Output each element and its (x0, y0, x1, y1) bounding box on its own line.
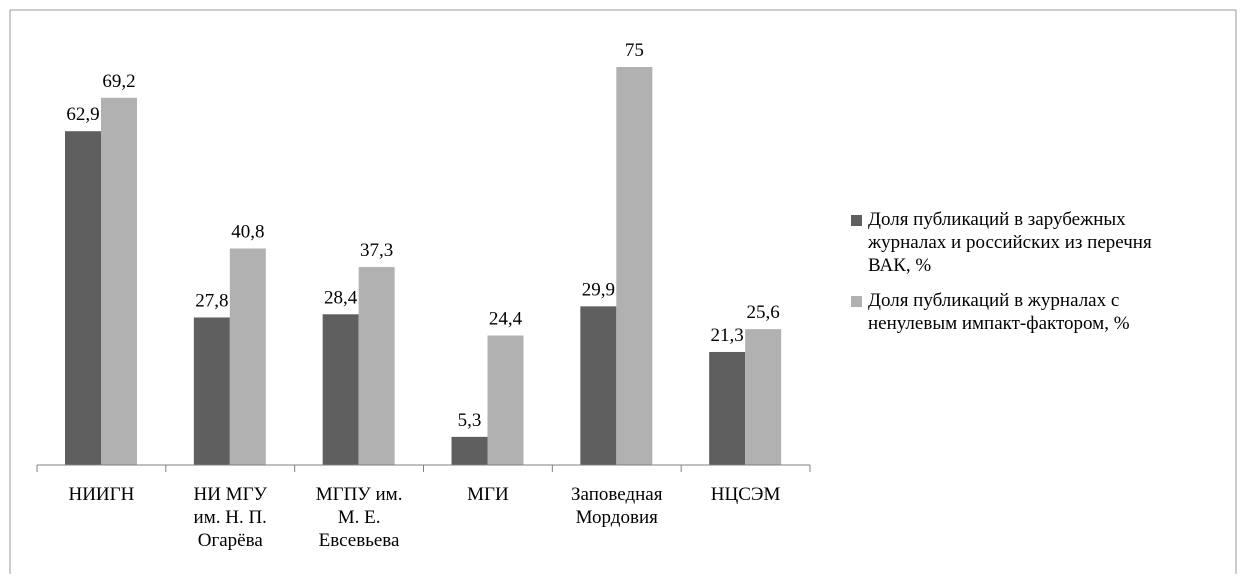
value-label-s1-5: 29,9 (582, 279, 615, 300)
legend-label-1-line-1: Доля публикаций в зарубежных (868, 209, 1126, 230)
legend: Доля публикаций в зарубежных журналах и р… (851, 208, 1231, 347)
bar-s2-1 (101, 97, 137, 466)
value-labels-group: 62,9 27,8 28,4 5,3 29,9 21,3 69,2 40,8 37,3 24,4 7… (66, 40, 779, 431)
value-label-s1-3: 28,4 (324, 287, 358, 308)
bar-s1-2 (193, 317, 230, 465)
bar-s1-6 (709, 351, 746, 465)
legend-item-2: Доля публикаций в журналах с ненулевым им… (851, 289, 1231, 335)
legend-label-1-line-3: ВАК, % (868, 255, 932, 276)
value-label-s2-2: 40,8 (231, 221, 264, 242)
legend-swatch-2 (851, 296, 862, 307)
value-label-s2-3: 37,3 (360, 240, 393, 261)
category-label-1: НИИГН (68, 484, 134, 505)
value-label-s2-5: 75 (625, 40, 644, 61)
legend-item-1: Доля публикаций в зарубежных журналах и р… (851, 208, 1231, 277)
legend-label-2-line-1: Доля публикаций в журналах с (868, 290, 1120, 311)
x-axis (36, 464, 811, 472)
legend-label-1-line-2: журналах и российских из перечня (868, 232, 1152, 253)
value-label-s2-6: 25,6 (747, 302, 780, 323)
category-labels-group: НИИГН НИ МГУ им. Н. П. Огарёва МГПУ им. М. Е.… (68, 484, 780, 551)
category-label-6: НЦСЭМ (711, 484, 781, 505)
value-label-s2-1: 69,2 (102, 71, 135, 92)
category-label-4: МГИ (467, 484, 509, 505)
bar-s2-3 (358, 267, 395, 465)
value-label-s1-4: 5,3 (458, 410, 482, 431)
legend-swatch-1 (851, 215, 862, 226)
value-label-s1-6: 21,3 (711, 325, 744, 346)
bars-group (65, 67, 782, 466)
bar-s1-4 (451, 436, 488, 465)
category-label-3: МГПУ им. М. Е. Евсевьева (316, 484, 403, 551)
legend-label-2-line-2: ненулевым импакт-фактором, % (868, 313, 1130, 334)
category-label-5: Заповедная Мордовия (571, 484, 663, 528)
bar-s2-5 (616, 67, 653, 465)
bar-s1-3 (322, 314, 359, 465)
category-label-2: НИ МГУ им. Н. П. Огарёва (193, 484, 267, 551)
bar-s1-5 (580, 306, 617, 465)
value-label-s1-2: 27,8 (195, 290, 228, 311)
bar-s1-1 (65, 131, 101, 465)
bar-s2-4 (487, 335, 524, 465)
bar-s2-2 (229, 248, 266, 465)
value-label-s2-4: 24,4 (489, 309, 523, 330)
value-label-s1-1: 62,9 (66, 104, 99, 125)
bar-s2-6 (745, 329, 782, 465)
